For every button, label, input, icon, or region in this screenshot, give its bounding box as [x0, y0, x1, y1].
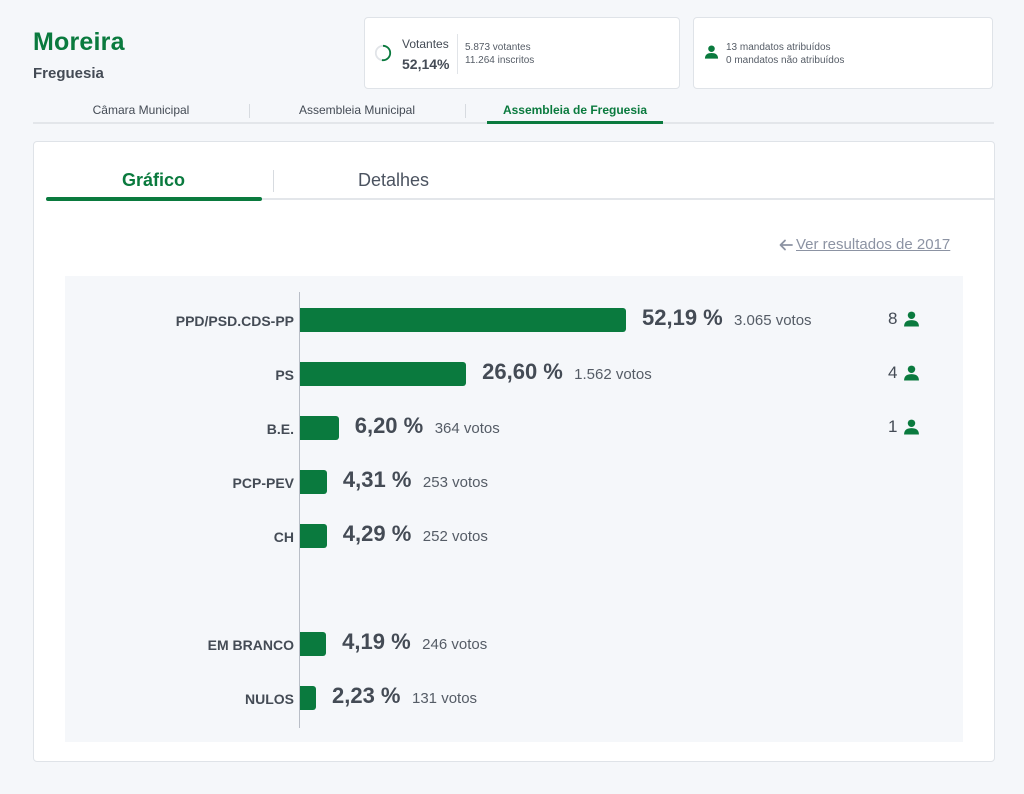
turnout-card: Votantes 52,14% 5.873 votantes 11.264 in…: [364, 17, 680, 89]
votes-label: 253 votos: [422, 474, 488, 491]
tabs-baseline: [46, 198, 994, 200]
person-icon: [903, 364, 920, 382]
result-row: NULOS 2,23 % 131 votos: [65, 683, 963, 712]
page-subtitle: Freguesia: [33, 65, 104, 82]
percent-label: 26,60 %: [482, 359, 563, 384]
result-bar: [300, 416, 339, 440]
results-chart: PPD/PSD.CDS-PP 52,19 % 3.065 votos 8 PS 26,60…: [65, 276, 963, 742]
percent-label: 6,20 %: [354, 413, 424, 438]
result-row: PPD/PSD.CDS-PP 52,19 % 3.065 votos 8: [65, 305, 963, 334]
percent-label: 2,23 %: [332, 683, 401, 708]
party-label: PCP-PEV: [232, 475, 294, 491]
turnout-label: Votantes: [402, 37, 449, 51]
page-title: Moreira: [33, 28, 125, 56]
person-icon: [903, 418, 920, 436]
party-label: CH: [273, 529, 294, 545]
votes-label: 3.065 votos: [734, 312, 812, 329]
votes-label: 131 votos: [412, 690, 478, 707]
arrow-left-icon: [779, 239, 793, 250]
result-row: PCP-PEV 4,31 % 253 votos: [65, 467, 963, 496]
percent-label: 4,31 %: [342, 467, 412, 492]
votes-label: 246 votos: [422, 636, 488, 653]
result-row: PS 26,60 % 1.562 votos 4: [65, 359, 963, 388]
voters-count: 5.873 votantes: [465, 42, 531, 53]
tab-detalhes[interactable]: Detalhes: [358, 170, 430, 190]
party-label: PS: [275, 367, 294, 383]
result-bar: [300, 632, 327, 656]
election-body-tabs: Câmara Municipal Assembleia Municipal As…: [33, 100, 994, 124]
seats-assigned: 13 mandatos atribuídos: [726, 42, 831, 53]
previous-results-label: Ver resultados de 2017: [796, 236, 951, 253]
seats-card: 13 mandatos atribuídos 0 mandatos não at…: [693, 17, 993, 89]
result-bar: [300, 308, 626, 332]
person-icon: [704, 45, 719, 59]
percent-label: 52,19 %: [642, 305, 723, 330]
divider: [457, 34, 458, 74]
previous-results-link[interactable]: Ver resultados de 2017: [779, 236, 950, 253]
registered-count: 11.264 inscritos: [465, 55, 535, 66]
seat-count: 4: [888, 363, 898, 382]
votes-label: 1.562 votos: [574, 366, 652, 383]
result-bar: [300, 524, 327, 548]
result-row: EM BRANCO 4,19 % 246 votos: [65, 629, 963, 658]
votes-label: 252 votos: [422, 528, 488, 545]
seats-unassigned: 0 mandatos não atribuídos: [726, 55, 845, 66]
chart-axis: [299, 292, 300, 728]
party-label: PPD/PSD.CDS-PP: [175, 313, 294, 329]
result-bar: [300, 686, 316, 710]
tab-grafico[interactable]: Gráfico: [122, 170, 186, 190]
tab-separator: [249, 104, 250, 118]
party-label: NULOS: [245, 691, 294, 707]
party-label: EM BRANCO: [207, 637, 294, 653]
active-tab-indicator: [487, 121, 663, 124]
seat-count: 8: [888, 309, 898, 328]
turnout-percent: 52,14%: [402, 56, 450, 72]
tab-separator: [273, 170, 274, 192]
percent-label: 4,29 %: [342, 521, 412, 546]
tab-separator: [465, 104, 466, 118]
results-panel: Gráfico Detalhes Ver resultados de 2017 …: [33, 141, 995, 762]
result-row: CH 4,29 % 252 votos: [65, 521, 963, 550]
person-icon: [903, 310, 920, 328]
percent-label: 4,19 %: [342, 629, 411, 654]
tab-camara-municipal[interactable]: Câmara Municipal: [92, 103, 190, 117]
result-row: B.E. 6,20 % 364 votos 1: [65, 413, 963, 442]
progress-ring-icon: [374, 44, 392, 62]
result-bar: [300, 470, 327, 494]
votes-label: 364 votos: [434, 420, 500, 437]
party-label: B.E.: [266, 421, 294, 437]
active-tab-indicator: [46, 197, 262, 201]
tab-assembleia-freguesia[interactable]: Assembleia de Freguesia: [502, 103, 648, 117]
tab-assembleia-municipal[interactable]: Assembleia Municipal: [298, 103, 416, 117]
seat-count: 1: [888, 417, 898, 436]
result-bar: [300, 362, 467, 386]
